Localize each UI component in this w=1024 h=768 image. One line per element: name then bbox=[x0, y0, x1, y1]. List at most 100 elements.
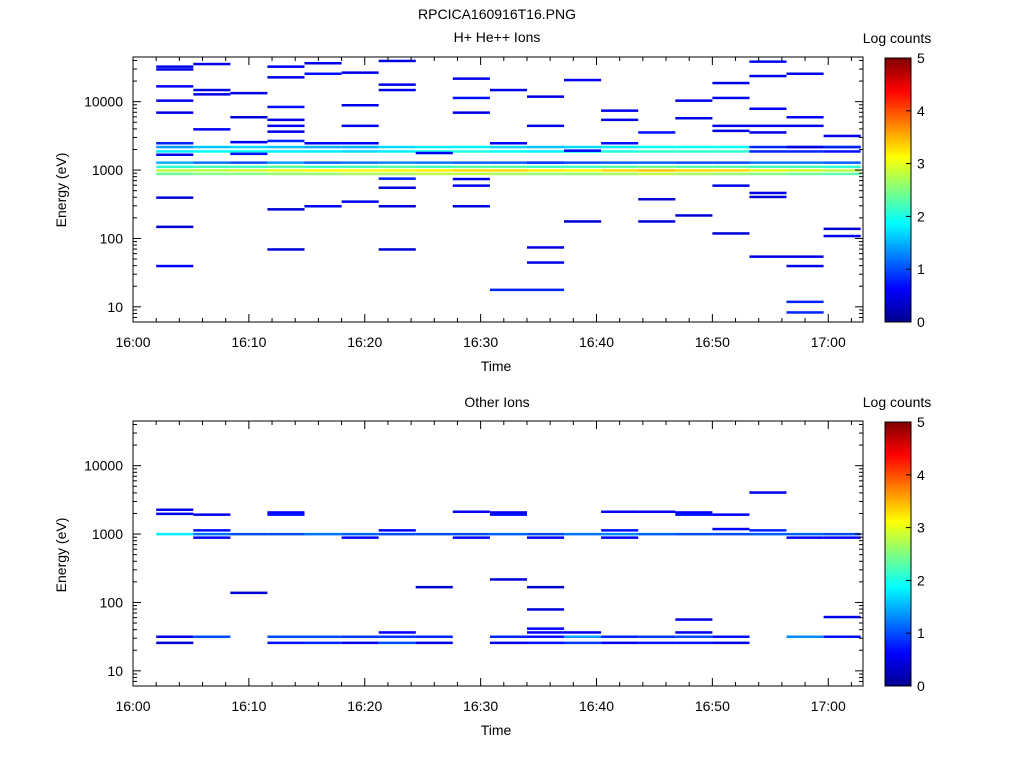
data-cell bbox=[712, 527, 750, 531]
band-cell bbox=[489, 165, 527, 169]
data-cell bbox=[823, 615, 861, 619]
data-cell bbox=[156, 68, 194, 71]
panel-title: Other Ions bbox=[464, 394, 529, 410]
panel-other-ions: Other Ions Energy (eV) Time Log counts 1… bbox=[53, 394, 931, 738]
band-cell bbox=[749, 532, 787, 536]
colorbar-tick-label: 5 bbox=[917, 50, 925, 66]
colorbar-tick-label: 0 bbox=[917, 678, 925, 694]
y-axis-label: Energy (eV) bbox=[53, 153, 69, 228]
band-cell bbox=[564, 641, 602, 645]
y-tick-label: 1000 bbox=[92, 162, 123, 178]
data-cell bbox=[452, 77, 490, 80]
band-cell bbox=[267, 165, 305, 169]
data-cell bbox=[749, 60, 787, 63]
band-cell bbox=[527, 169, 565, 172]
band-cell bbox=[415, 150, 453, 153]
colorbar-tick-label: 2 bbox=[917, 572, 925, 588]
data-cell bbox=[749, 191, 787, 195]
y-tick-label: 10000 bbox=[84, 458, 123, 474]
band-cell bbox=[749, 161, 787, 164]
data-cell bbox=[230, 116, 268, 119]
data-cell bbox=[193, 88, 231, 92]
band-cell bbox=[823, 532, 861, 536]
band-cell bbox=[675, 150, 713, 153]
band-cell bbox=[823, 150, 861, 153]
data-cell bbox=[564, 149, 602, 152]
data-cell bbox=[786, 536, 824, 539]
band-cell bbox=[675, 641, 713, 645]
data-cell bbox=[749, 491, 787, 494]
band-cell bbox=[638, 532, 676, 536]
band-cell bbox=[489, 172, 527, 176]
band-cell bbox=[452, 145, 490, 149]
data-cell bbox=[749, 107, 787, 110]
band-cell bbox=[267, 150, 305, 153]
band-cell bbox=[601, 161, 639, 164]
x-tick-label: 16:10 bbox=[231, 698, 266, 714]
band-cell bbox=[638, 169, 676, 172]
x-tick-label: 16:10 bbox=[231, 334, 266, 350]
data-cell bbox=[193, 529, 231, 532]
colorbar: 0 1 2 3 4 5 bbox=[884, 50, 925, 330]
band-cell bbox=[564, 532, 602, 536]
data-cell bbox=[452, 111, 490, 114]
data-cell bbox=[193, 536, 231, 539]
band-cell bbox=[230, 172, 268, 176]
band-cell bbox=[304, 161, 342, 164]
band-cell bbox=[415, 532, 453, 536]
band-cell bbox=[601, 165, 639, 169]
data-cell bbox=[786, 311, 824, 314]
band-cell bbox=[823, 161, 861, 164]
data-cell bbox=[601, 536, 639, 539]
data-cell bbox=[156, 85, 194, 88]
data-cell bbox=[601, 510, 639, 513]
band-cell bbox=[564, 145, 602, 149]
x-axis-label: Time bbox=[481, 358, 512, 374]
band-cell bbox=[527, 165, 565, 169]
data-cell bbox=[267, 105, 305, 109]
band-cell bbox=[341, 161, 379, 164]
band-cell bbox=[749, 165, 787, 169]
data-cell bbox=[527, 585, 565, 589]
band-cell bbox=[527, 145, 565, 149]
band-cell bbox=[527, 150, 565, 153]
band-cell bbox=[489, 641, 527, 645]
band-cell bbox=[786, 165, 824, 169]
band-cell bbox=[712, 145, 750, 149]
band-cell bbox=[378, 145, 416, 149]
y-tick-label: 100 bbox=[100, 594, 124, 610]
data-cell bbox=[230, 91, 268, 95]
data-cell bbox=[712, 81, 750, 85]
data-cell bbox=[452, 184, 490, 187]
data-cell bbox=[267, 513, 305, 516]
band-cell bbox=[489, 635, 527, 638]
band-cell bbox=[527, 532, 565, 536]
band-cell bbox=[341, 165, 379, 169]
band-cell bbox=[156, 172, 194, 176]
data-cell bbox=[749, 74, 787, 78]
band-cell bbox=[156, 635, 194, 638]
band-cell bbox=[489, 169, 527, 172]
band-cell bbox=[564, 161, 602, 164]
data-cell bbox=[527, 536, 565, 539]
colorbar-gradient bbox=[884, 421, 912, 687]
band-cell bbox=[378, 631, 416, 634]
data-cell bbox=[378, 88, 416, 92]
band-cell bbox=[749, 172, 787, 176]
data-cell bbox=[267, 118, 305, 122]
band-cell bbox=[156, 169, 194, 172]
band-cell bbox=[564, 169, 602, 172]
band-cell bbox=[638, 172, 676, 176]
colorbar-tick-label: 5 bbox=[917, 414, 925, 430]
data-cell bbox=[267, 130, 305, 133]
colorbar-tick-label: 4 bbox=[917, 103, 925, 119]
data-cell bbox=[601, 109, 639, 112]
band-cell bbox=[341, 172, 379, 176]
data-cell bbox=[749, 124, 787, 128]
band-cell bbox=[378, 165, 416, 169]
band-cell bbox=[267, 169, 305, 172]
band-cell bbox=[675, 631, 713, 634]
band-cell bbox=[267, 635, 305, 638]
band-cell bbox=[601, 169, 639, 172]
data-cell bbox=[378, 83, 416, 86]
